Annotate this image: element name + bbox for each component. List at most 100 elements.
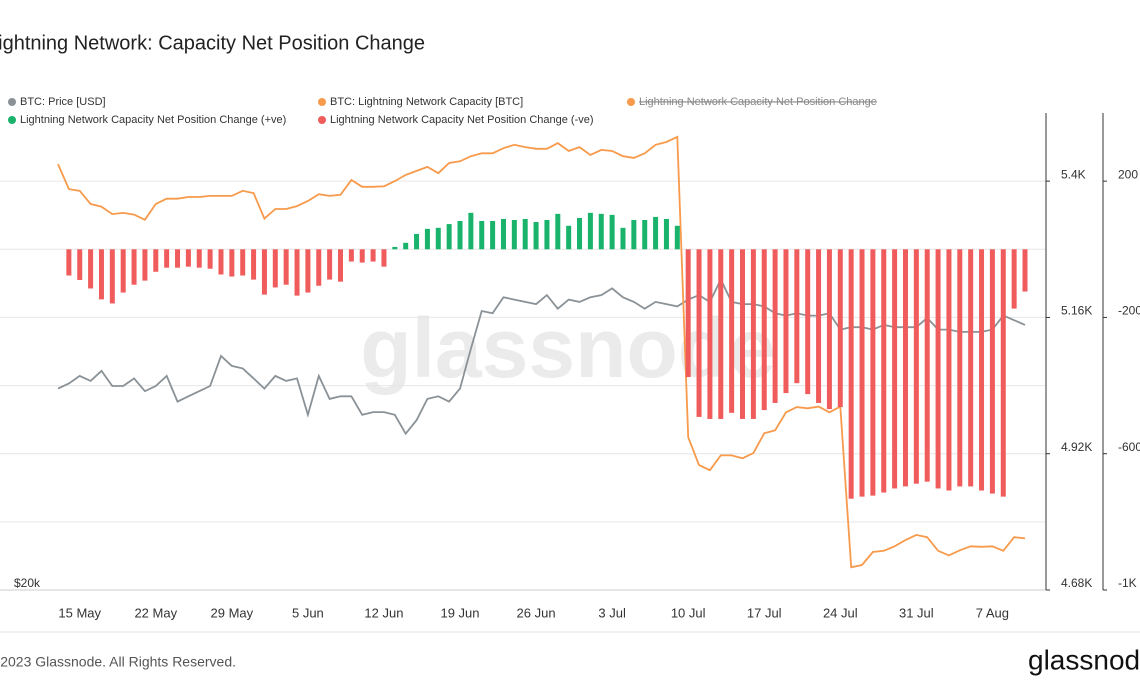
bar bbox=[490, 221, 496, 250]
bar bbox=[337, 249, 343, 282]
bar bbox=[120, 249, 126, 293]
bar bbox=[663, 218, 669, 250]
bar bbox=[685, 249, 691, 378]
x-tick-label: 7 Aug bbox=[976, 605, 1009, 620]
bar bbox=[142, 249, 148, 281]
bar bbox=[468, 212, 474, 250]
bar bbox=[164, 249, 170, 268]
line bbox=[57, 135, 1026, 569]
bar bbox=[196, 249, 202, 268]
y3-tick-label: -600 bbox=[1118, 440, 1140, 454]
bar bbox=[348, 249, 354, 262]
bar bbox=[805, 249, 811, 395]
bar bbox=[359, 249, 365, 263]
logo: glassnode bbox=[1028, 644, 1140, 675]
bar bbox=[370, 249, 376, 262]
bar bbox=[109, 249, 115, 304]
x-tick-label: 3 Jul bbox=[598, 605, 626, 620]
bar bbox=[577, 217, 583, 250]
y2-tick-label: 4.92K bbox=[1061, 440, 1092, 454]
bar bbox=[435, 227, 441, 250]
legend-label[interactable]: BTC: Lightning Network Capacity [BTC] bbox=[330, 96, 523, 108]
bar bbox=[218, 249, 224, 275]
bar bbox=[98, 249, 104, 300]
bar bbox=[305, 249, 311, 293]
bar bbox=[816, 249, 822, 403]
bar bbox=[718, 249, 724, 419]
bar bbox=[935, 249, 941, 489]
bar bbox=[707, 249, 713, 419]
y2-tick-label: 4.68K bbox=[1061, 576, 1092, 590]
bar bbox=[837, 249, 843, 408]
bar bbox=[500, 218, 506, 250]
bar bbox=[566, 225, 572, 250]
bar bbox=[859, 249, 865, 497]
legend-marker[interactable] bbox=[627, 98, 635, 106]
y2-tick-label: 5.16K bbox=[1061, 304, 1092, 318]
bar bbox=[826, 249, 832, 410]
bar bbox=[229, 249, 235, 277]
bar bbox=[750, 249, 756, 419]
legend-marker[interactable] bbox=[318, 98, 326, 106]
bar bbox=[261, 249, 267, 295]
bar bbox=[294, 249, 300, 296]
y3-tick-label: -1K bbox=[1118, 576, 1137, 590]
bar bbox=[316, 249, 322, 286]
bar bbox=[131, 249, 137, 285]
bar bbox=[175, 249, 181, 268]
bar bbox=[631, 219, 637, 250]
bar bbox=[968, 249, 974, 487]
bar bbox=[924, 249, 930, 482]
bar bbox=[587, 212, 593, 250]
legend-marker[interactable] bbox=[8, 98, 16, 106]
bar bbox=[598, 213, 604, 250]
bar bbox=[902, 249, 908, 487]
x-tick-label: 22 May bbox=[134, 605, 177, 620]
bar bbox=[783, 249, 789, 394]
bar bbox=[772, 249, 778, 403]
bar bbox=[674, 225, 680, 250]
bar bbox=[848, 249, 854, 499]
bar bbox=[1022, 249, 1028, 292]
bar bbox=[522, 218, 528, 250]
x-tick-label: 26 Jun bbox=[517, 605, 556, 620]
bar bbox=[88, 249, 94, 289]
bar bbox=[533, 222, 539, 250]
bar bbox=[881, 249, 887, 493]
x-tick-label: 31 Jul bbox=[899, 605, 934, 620]
legend-label[interactable]: Lightning Network Capacity Net Position … bbox=[20, 114, 286, 126]
bar bbox=[457, 221, 463, 250]
bar bbox=[424, 228, 430, 250]
legend-label[interactable]: BTC: Price [USD] bbox=[20, 96, 106, 108]
legend-label[interactable]: Lightning Network Capacity Net Position … bbox=[330, 114, 594, 126]
bar bbox=[66, 249, 72, 276]
bar bbox=[207, 249, 213, 269]
bar bbox=[403, 242, 409, 250]
x-tick-label: 24 Jul bbox=[823, 605, 858, 620]
bar bbox=[892, 249, 898, 489]
watermark: glassnode bbox=[360, 301, 775, 395]
x-tick-label: 19 Jun bbox=[440, 605, 479, 620]
bar bbox=[957, 249, 963, 487]
bar bbox=[251, 249, 257, 280]
bar bbox=[185, 249, 191, 267]
bar bbox=[740, 249, 746, 419]
bar bbox=[414, 233, 420, 250]
bar bbox=[511, 219, 517, 250]
bar bbox=[761, 249, 767, 411]
legend-marker[interactable] bbox=[318, 116, 326, 124]
legend-marker[interactable] bbox=[8, 116, 16, 124]
bar bbox=[240, 249, 246, 276]
chart-title: Lightning Network: Capacity Net Position… bbox=[0, 32, 425, 54]
x-tick-label: 10 Jul bbox=[671, 605, 706, 620]
bar bbox=[696, 249, 702, 417]
bar bbox=[153, 249, 159, 272]
legend-label[interactable]: Lightning Network Capacity Net Position … bbox=[639, 96, 877, 108]
bar bbox=[392, 246, 398, 250]
bar bbox=[979, 249, 985, 491]
y3-tick-label: -200 bbox=[1118, 304, 1140, 318]
bar bbox=[729, 249, 735, 413]
bar bbox=[609, 214, 615, 250]
y2-tick-label: 5.4K bbox=[1061, 167, 1086, 181]
